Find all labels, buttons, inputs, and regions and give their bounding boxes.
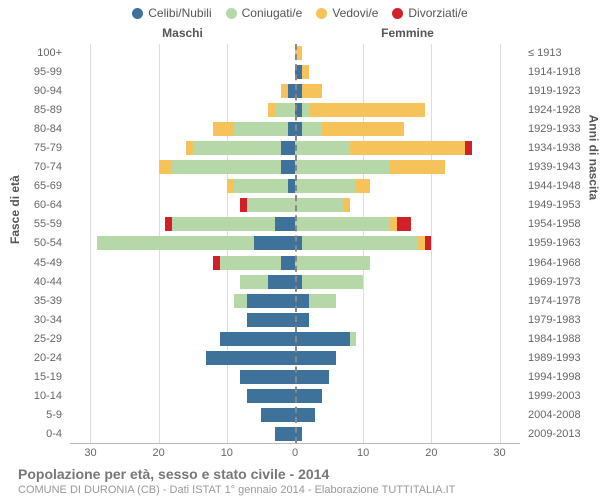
- x-axis-ticks: 30 20 10 0 10 20 30: [70, 447, 520, 461]
- birth-year-label: 1939-1943: [528, 158, 600, 177]
- birth-year-label: 1969-1973: [528, 273, 600, 292]
- age-label: 30-34: [0, 311, 62, 330]
- age-label: 85-89: [0, 101, 62, 120]
- legend: Celibi/Nubili Coniugati/e Vedovi/e Divor…: [0, 0, 600, 20]
- legend-swatch-divorziati: [392, 8, 403, 19]
- x-tick-label: 10: [221, 447, 233, 459]
- birth-year-label: 1934-1938: [528, 139, 600, 158]
- legend-label: Celibi/Nubili: [148, 6, 211, 20]
- birth-year-label: 1964-1968: [528, 254, 600, 273]
- legend-item: Celibi/Nubili: [132, 6, 211, 20]
- legend-item: Vedovi/e: [316, 6, 378, 20]
- age-label: 95-99: [0, 63, 62, 82]
- age-label: 20-24: [0, 349, 62, 368]
- x-tick-label: 0: [292, 447, 298, 459]
- age-label: 75-79: [0, 139, 62, 158]
- birth-year-label: 1954-1958: [528, 215, 600, 234]
- header-male: Maschi: [70, 26, 295, 40]
- legend-label: Coniugati/e: [242, 6, 303, 20]
- birth-year-label: 1959-1963: [528, 234, 600, 253]
- legend-swatch-coniugati: [226, 8, 237, 19]
- birth-year-label: 1994-1998: [528, 368, 600, 387]
- age-label: 0-4: [0, 425, 62, 444]
- age-label: 40-44: [0, 273, 62, 292]
- legend-swatch-vedovi: [316, 8, 327, 19]
- birth-year-label: 1929-1933: [528, 120, 600, 139]
- birth-year-label: 1914-1918: [528, 63, 600, 82]
- age-label: 55-59: [0, 215, 62, 234]
- chart-title: Popolazione per età, sesso e stato civil…: [18, 466, 590, 482]
- chart-footer: Popolazione per età, sesso e stato civil…: [18, 466, 590, 496]
- age-labels: 100+95-9990-9485-8980-8475-7970-7465-696…: [0, 44, 66, 444]
- age-label: 70-74: [0, 158, 62, 177]
- x-tick-label: 10: [357, 447, 369, 459]
- header-female: Femmine: [295, 26, 520, 40]
- age-label: 5-9: [0, 406, 62, 425]
- birth-year-label: 2009-2013: [528, 425, 600, 444]
- birth-year-label: 1989-1993: [528, 349, 600, 368]
- birth-year-label: 1984-1988: [528, 330, 600, 349]
- birth-year-label: 1974-1978: [528, 292, 600, 311]
- x-tick-label: 20: [153, 447, 165, 459]
- age-label: 80-84: [0, 120, 62, 139]
- legend-item: Coniugati/e: [226, 6, 303, 20]
- age-label: 25-29: [0, 330, 62, 349]
- birth-year-label: 1919-1923: [528, 82, 600, 101]
- legend-item: Divorziati/e: [392, 6, 467, 20]
- age-label: 65-69: [0, 177, 62, 196]
- birth-year-label: 1924-1928: [528, 101, 600, 120]
- x-tick-label: 20: [425, 447, 437, 459]
- legend-label: Divorziati/e: [408, 6, 467, 20]
- age-label: 50-54: [0, 234, 62, 253]
- x-tick-label: 30: [84, 447, 96, 459]
- age-label: 45-49: [0, 254, 62, 273]
- age-label: 90-94: [0, 82, 62, 101]
- birth-year-labels: ≤ 19131914-19181919-19231924-19281929-19…: [524, 44, 600, 444]
- birth-year-label: 2004-2008: [528, 406, 600, 425]
- age-label: 10-14: [0, 387, 62, 406]
- birth-year-label: 1999-2003: [528, 387, 600, 406]
- age-label: 100+: [0, 44, 62, 63]
- chart-subtitle: COMUNE DI DURONIA (CB) - Dati ISTAT 1° g…: [18, 484, 590, 496]
- birth-year-label: 1944-1948: [528, 177, 600, 196]
- gender-headers: Maschi Femmine: [70, 26, 520, 40]
- birth-year-label: 1979-1983: [528, 311, 600, 330]
- legend-swatch-celibi: [132, 8, 143, 19]
- x-tick-label: 30: [493, 447, 505, 459]
- legend-label: Vedovi/e: [332, 6, 378, 20]
- age-label: 15-19: [0, 368, 62, 387]
- age-label: 60-64: [0, 196, 62, 215]
- birth-year-label: ≤ 1913: [528, 44, 600, 63]
- birth-year-label: 1949-1953: [528, 196, 600, 215]
- population-pyramid-chart: [70, 44, 520, 444]
- age-label: 35-39: [0, 292, 62, 311]
